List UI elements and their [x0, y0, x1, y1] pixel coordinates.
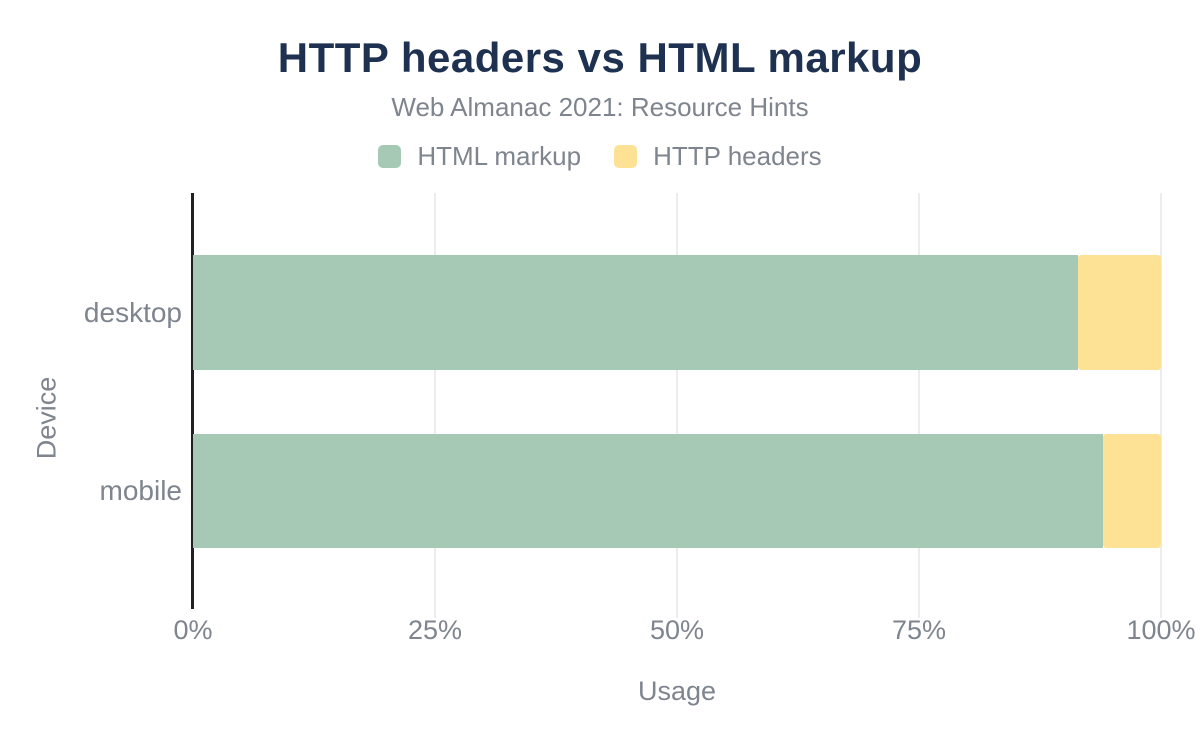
legend-label-http-headers: HTTP headers — [653, 141, 822, 171]
gridline-50 — [676, 193, 678, 618]
y-axis-title: Device — [31, 376, 62, 460]
gridline-100 — [1160, 193, 1162, 618]
y-category-label-mobile: mobile — [99, 475, 182, 506]
plot-area: desktop mobile — [84, 193, 1162, 618]
x-axis-title: Usage — [637, 676, 717, 706]
legend-swatch-http-headers — [614, 145, 638, 168]
y-category-label-desktop: desktop — [83, 296, 182, 328]
chart-subtitle: Web Almanac 2021: Resource Hints — [391, 92, 809, 122]
y-axis-line — [191, 193, 194, 609]
legend-item-html-markup: HTML markup — [378, 141, 581, 172]
bar-segment-http-headers-mobile — [1102, 434, 1161, 548]
x-tick-label-0-: 0% — [173, 615, 213, 645]
bar-segment-html-markup-desktop — [193, 255, 1078, 370]
legend-label-html-markup: HTML markup — [417, 141, 582, 171]
legend-swatch-html-markup — [378, 145, 402, 168]
bar-mobile — [193, 434, 1161, 548]
x-tick-label-25-: 25% — [407, 615, 463, 645]
x-tick-label-75-: 75% — [891, 615, 947, 645]
bar-segment-http-headers-desktop — [1077, 255, 1161, 370]
chart-title: HTTP headers vs HTML markup — [277, 34, 923, 81]
legend: HTML markup HTTP headers — [0, 141, 1200, 172]
bar-desktop — [193, 255, 1161, 370]
bar-segment-html-markup-mobile — [193, 434, 1103, 548]
x-axis-ticks: 0% 25% 50% 75% 100% — [173, 615, 1195, 647]
legend-item-http-headers: HTTP headers — [614, 141, 822, 172]
gridline-25 — [434, 193, 436, 618]
gridline-75 — [918, 193, 920, 618]
x-tick-label-100-: 100% — [1126, 615, 1196, 645]
x-tick-label-50-: 50% — [649, 615, 705, 645]
